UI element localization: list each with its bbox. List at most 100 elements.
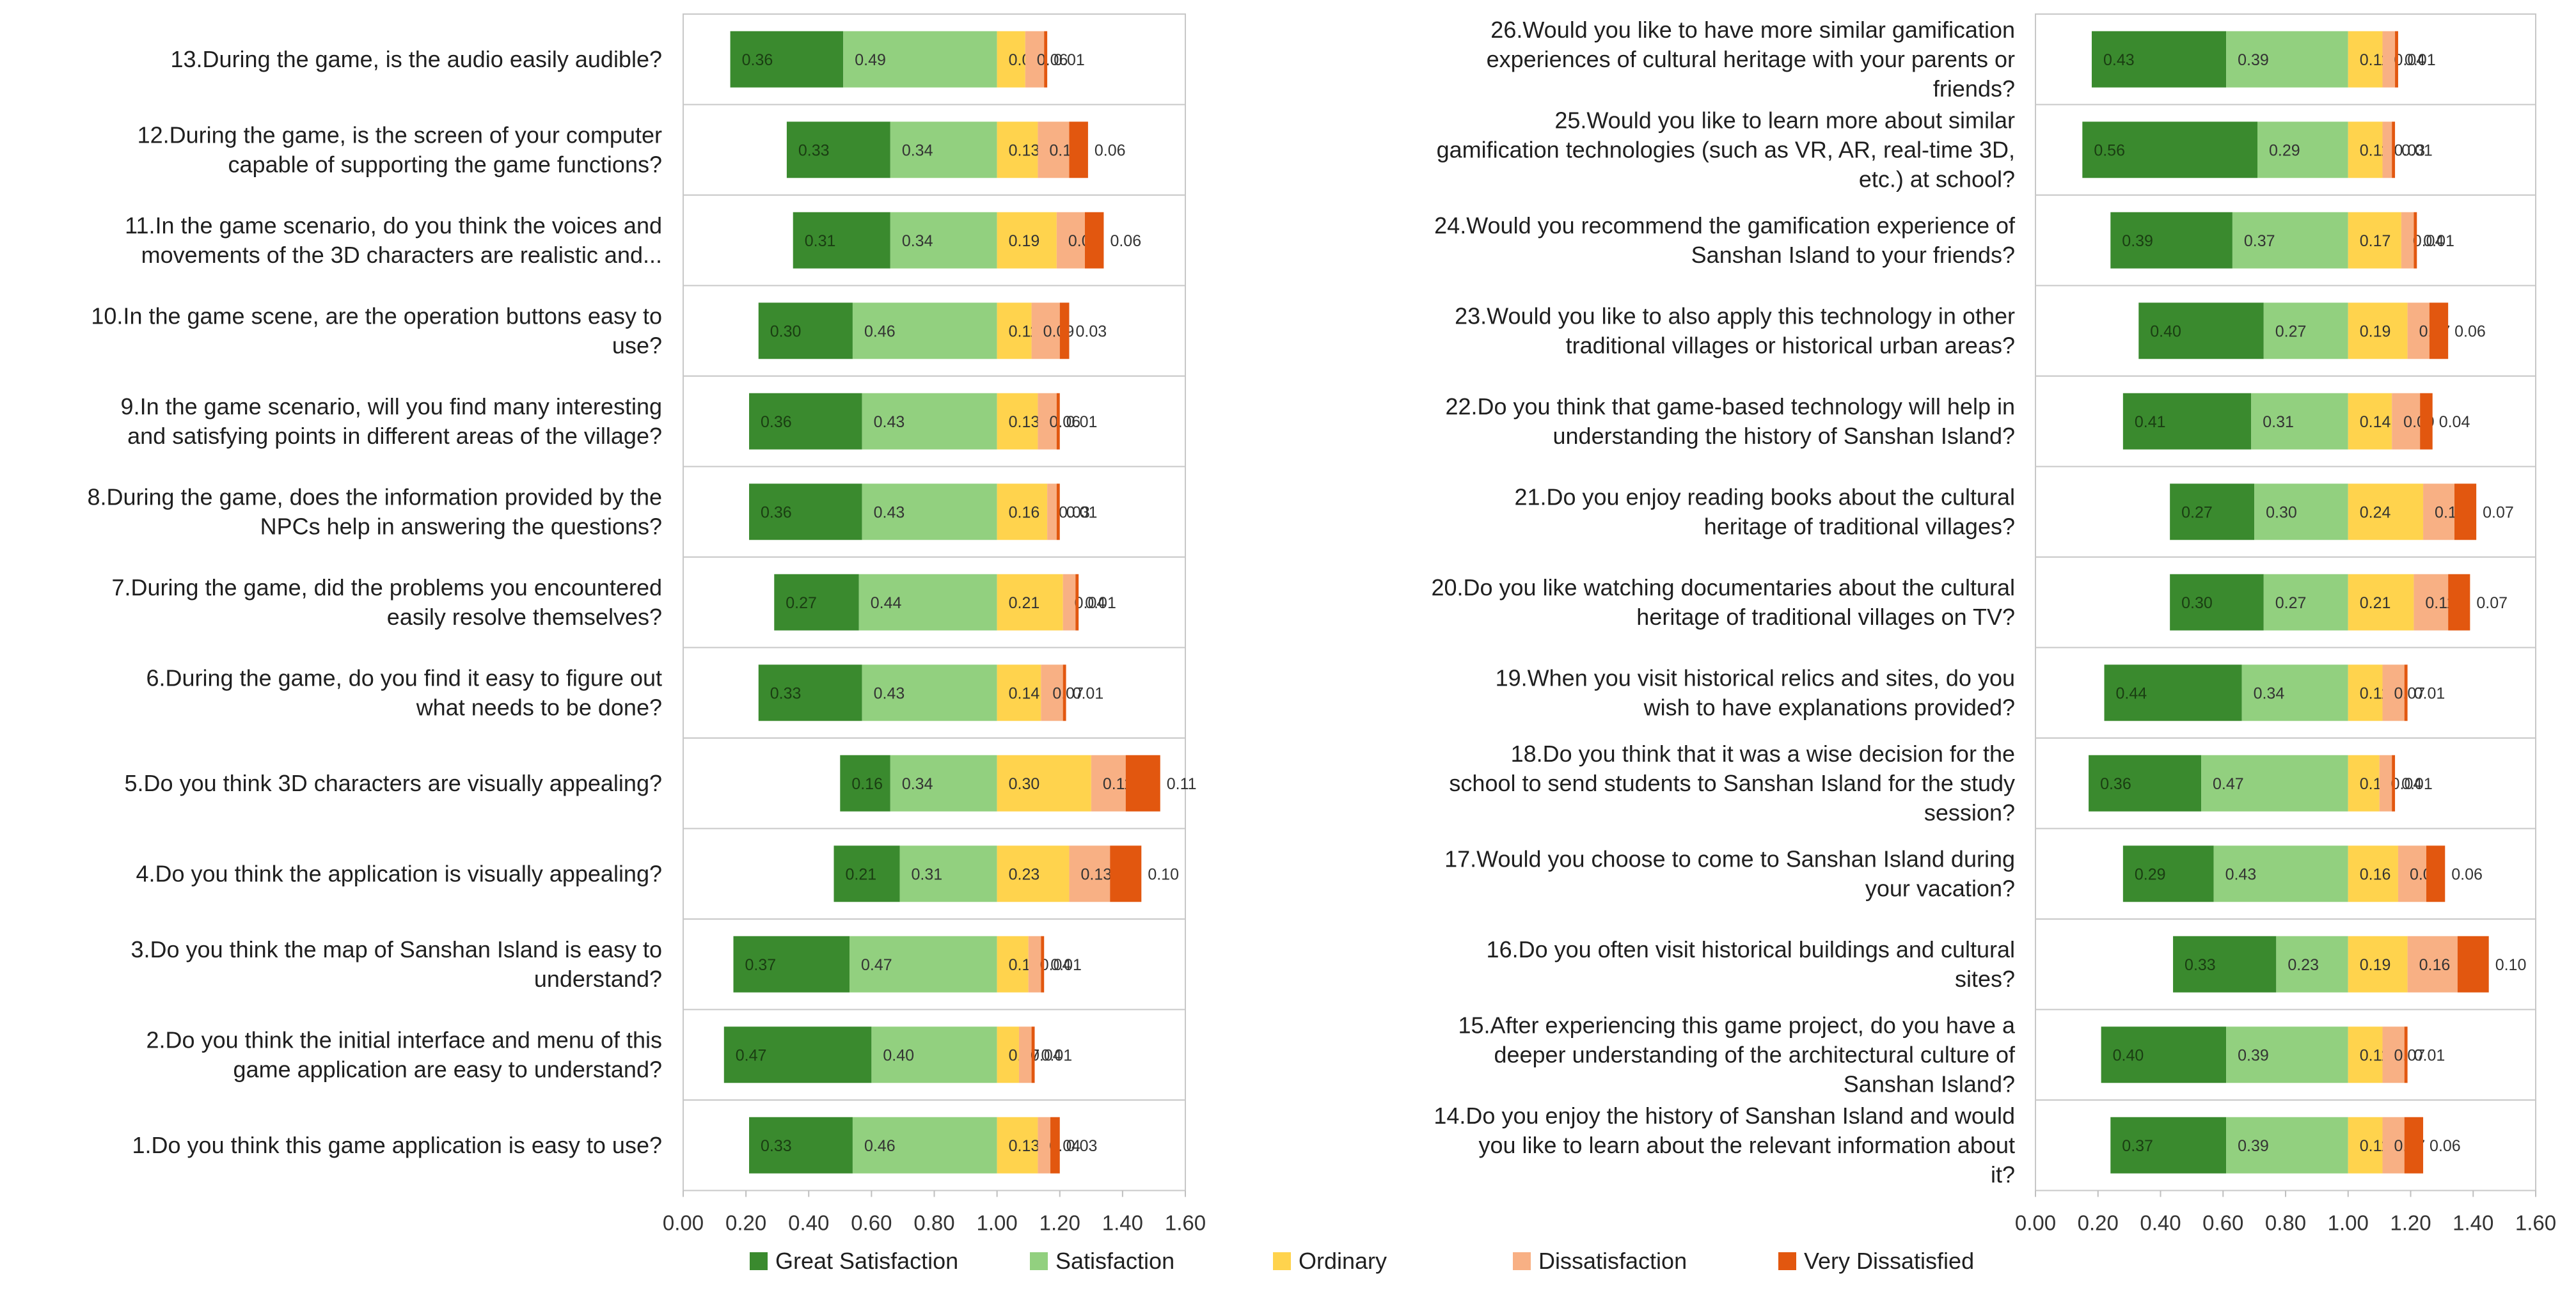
bar-value-label: 0.06 [2430, 1137, 2461, 1155]
question-label: 24.Would you recommend the gamification … [1434, 212, 2016, 268]
bar-value-label: 0.06 [2451, 865, 2483, 883]
bar-value-label: 0.29 [2135, 865, 2166, 883]
bar-value-label: 0.19 [1009, 232, 1040, 250]
bar-segment-very-dissatisfied [1059, 303, 1070, 359]
bar-value-label: 0.40 [883, 1046, 914, 1064]
bar-value-label: 0.49 [855, 51, 886, 69]
bar-segment-great-satisfaction [723, 1026, 872, 1083]
bar-segment-great-satisfaction [2110, 212, 2232, 269]
bar-segment-dissatisfaction [2382, 1026, 2405, 1083]
x-tick-label: 1.00 [977, 1211, 1018, 1235]
bar-segment-ordinary [2348, 31, 2383, 88]
bar-value-label: 0.07 [2476, 594, 2508, 612]
bar-segment-dissatisfaction [1031, 303, 1060, 359]
bar-segment-satisfaction [2257, 122, 2348, 178]
bar-value-label: 0.43 [2225, 865, 2257, 883]
bar-segment-dissatisfaction [1018, 1026, 1032, 1083]
bar-segment-ordinary [997, 664, 1041, 721]
x-tick-label: 0.80 [913, 1211, 954, 1235]
bar-segment-dissatisfaction [1091, 755, 1126, 812]
bar-value-label: 0.04 [2439, 413, 2470, 431]
question-label: 8.During the game, does the information … [87, 483, 662, 539]
bar-value-label: 0.01 [1073, 684, 1104, 702]
bar-segment-ordinary [997, 303, 1032, 359]
bar-segment-ordinary [2348, 483, 2424, 540]
x-tick-label: 1.60 [1165, 1211, 1206, 1235]
bar-value-label: 0.16 [1009, 503, 1040, 521]
bar-value-label: 0.47 [861, 956, 892, 974]
bar-segment-ordinary [2348, 303, 2408, 359]
bar-value-label: 0.47 [2213, 775, 2244, 793]
bar-value-label: 0.23 [2288, 956, 2319, 974]
bar-segment-great-satisfaction [2082, 122, 2258, 178]
bar-value-label: 0.04 [2391, 775, 2422, 793]
x-tick-label: 0.00 [2015, 1211, 2056, 1235]
bar-segment-satisfaction [2276, 936, 2348, 993]
legend-swatch-satisfaction [1030, 1252, 1048, 1270]
bar-segment-very-dissatisfied [2429, 303, 2449, 359]
bar-value-label: 0.43 [2103, 51, 2135, 69]
bar-segment-satisfaction [2263, 574, 2348, 631]
bar-segment-very-dissatisfied [2414, 212, 2417, 269]
bar-segment-dissatisfaction [1038, 393, 1057, 450]
bar-value-label: 0.43 [874, 413, 905, 431]
bar-segment-dissatisfaction [1025, 31, 1045, 88]
question-label: 16.Do you often visit historical buildin… [1487, 936, 2015, 992]
bar-value-label: 0.31 [2263, 413, 2294, 431]
bar-segment-ordinary [997, 936, 1029, 993]
bar-segment-ordinary [997, 483, 1048, 540]
bar-value-label: 0.21 [1009, 594, 1040, 612]
question-label: 4.Do you think the application is visual… [136, 860, 662, 886]
bar-value-label: 0.03 [2394, 141, 2426, 159]
bar-value-label: 0.17 [2360, 232, 2391, 250]
bar-segment-great-satisfaction [730, 31, 844, 88]
bar-value-label: 0.43 [874, 684, 905, 702]
bar-value-label: 0.06 [1094, 141, 1126, 159]
bar-segment-dissatisfaction [2401, 212, 2414, 269]
bar-value-label: 0.19 [2360, 322, 2391, 340]
bar-segment-ordinary [2348, 122, 2383, 178]
bar-segment-dissatisfaction [1069, 845, 1110, 902]
question-label: 7.During the game, did the problems you … [111, 574, 662, 630]
x-tick-label: 0.20 [2078, 1211, 2119, 1235]
bar-value-label: 0.01 [1085, 594, 1116, 612]
bar-segment-great-satisfaction [774, 574, 859, 631]
bar-value-label: 0.34 [902, 232, 933, 250]
bar-segment-very-dissatisfied [1041, 936, 1045, 993]
bar-value-label: 0.04 [1040, 956, 1071, 974]
bar-segment-great-satisfaction [834, 845, 900, 902]
bar-segment-satisfaction [890, 122, 997, 178]
bar-value-label: 0.36 [2100, 775, 2131, 793]
bar-segment-satisfaction [2226, 1026, 2348, 1083]
bar-segment-very-dissatisfied [2404, 1117, 2424, 1174]
question-label: 22.Do you think that game-based technolo… [1445, 393, 2015, 449]
question-label: 18.Do you think that it was a wise decis… [1449, 741, 2015, 826]
bar-segment-great-satisfaction [2170, 574, 2264, 631]
bar-value-label: 0.33 [770, 684, 802, 702]
bar-segment-very-dissatisfied [1069, 122, 1088, 178]
left-chart-panel: 13.During the game, is the audio easily … [87, 13, 1206, 1235]
question-label: 23.Would you like to also apply this tec… [1455, 303, 2015, 358]
bar-segment-satisfaction [890, 212, 997, 269]
bar-segment-great-satisfaction [749, 393, 862, 450]
bar-segment-ordinary [2348, 936, 2408, 993]
bar-value-label: 0.14 [1009, 684, 1040, 702]
bar-value-label: 0.46 [864, 322, 896, 340]
bar-segment-satisfaction [843, 31, 997, 88]
bar-value-label: 0.23 [1009, 865, 1040, 883]
bar-segment-very-dissatisfied [1031, 1026, 1035, 1083]
x-tick-label: 0.40 [2140, 1211, 2181, 1235]
bar-value-label: 0.16 [851, 775, 883, 793]
bar-segment-very-dissatisfied [2420, 393, 2433, 450]
bar-value-label: 0.44 [2116, 684, 2147, 702]
bar-segment-satisfaction [862, 664, 997, 721]
x-tick-label: 0.40 [788, 1211, 829, 1235]
bar-value-label: 0.07 [2394, 684, 2426, 702]
bar-segment-satisfaction [2201, 755, 2348, 812]
x-tick-label: 1.40 [1102, 1211, 1143, 1235]
bar-segment-very-dissatisfied [1044, 31, 1048, 88]
bar-value-label: 0.09 [1043, 322, 1075, 340]
bar-segment-great-satisfaction [2138, 303, 2264, 359]
bar-segment-very-dissatisfied [1056, 483, 1060, 540]
bar-segment-dissatisfaction [2414, 574, 2449, 631]
